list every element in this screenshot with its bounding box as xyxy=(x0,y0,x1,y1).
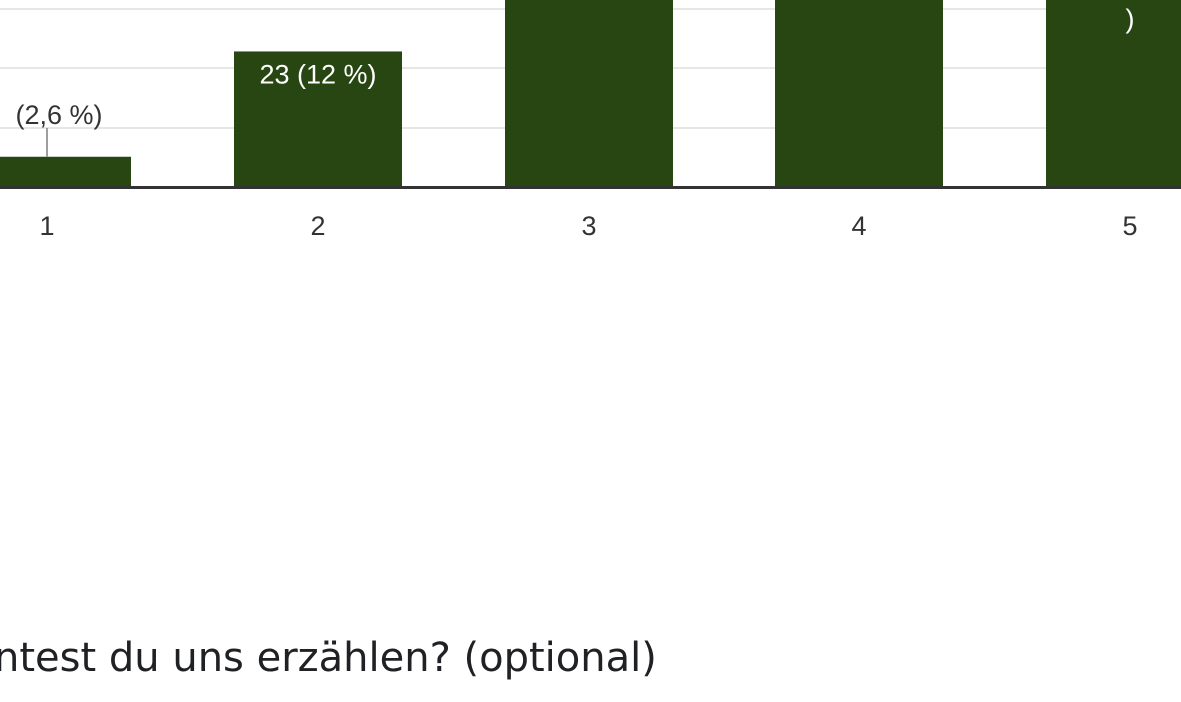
x-tick-labels: 1 2 3 4 5 xyxy=(39,211,1137,241)
question-title: ntest du uns erzählen? (optional) xyxy=(0,635,657,681)
bars-group xyxy=(0,0,1181,187)
bar-label-1: (2,6 %) xyxy=(15,100,102,130)
bar-labels-group: (2,6 %) 23 (12 %)) xyxy=(15,4,1135,157)
bar-label-2: 23 (12 %) xyxy=(259,59,376,89)
bar-chart: (2,6 %) 23 (12 %)) 1 2 3 4 5 xyxy=(0,0,1181,241)
bar-label-5: ) xyxy=(1126,4,1135,34)
bar-4 xyxy=(775,0,943,186)
x-tick-label-1: 1 xyxy=(39,211,54,241)
bar-3 xyxy=(505,0,673,186)
bar-2 xyxy=(234,51,402,187)
bar-5 xyxy=(1046,0,1181,186)
x-tick-label-3: 3 xyxy=(581,211,596,241)
x-tick-label-2: 2 xyxy=(310,211,325,241)
x-tick-label-5: 5 xyxy=(1122,211,1137,241)
x-tick-label-4: 4 xyxy=(851,211,866,241)
bar-1 xyxy=(0,156,131,186)
